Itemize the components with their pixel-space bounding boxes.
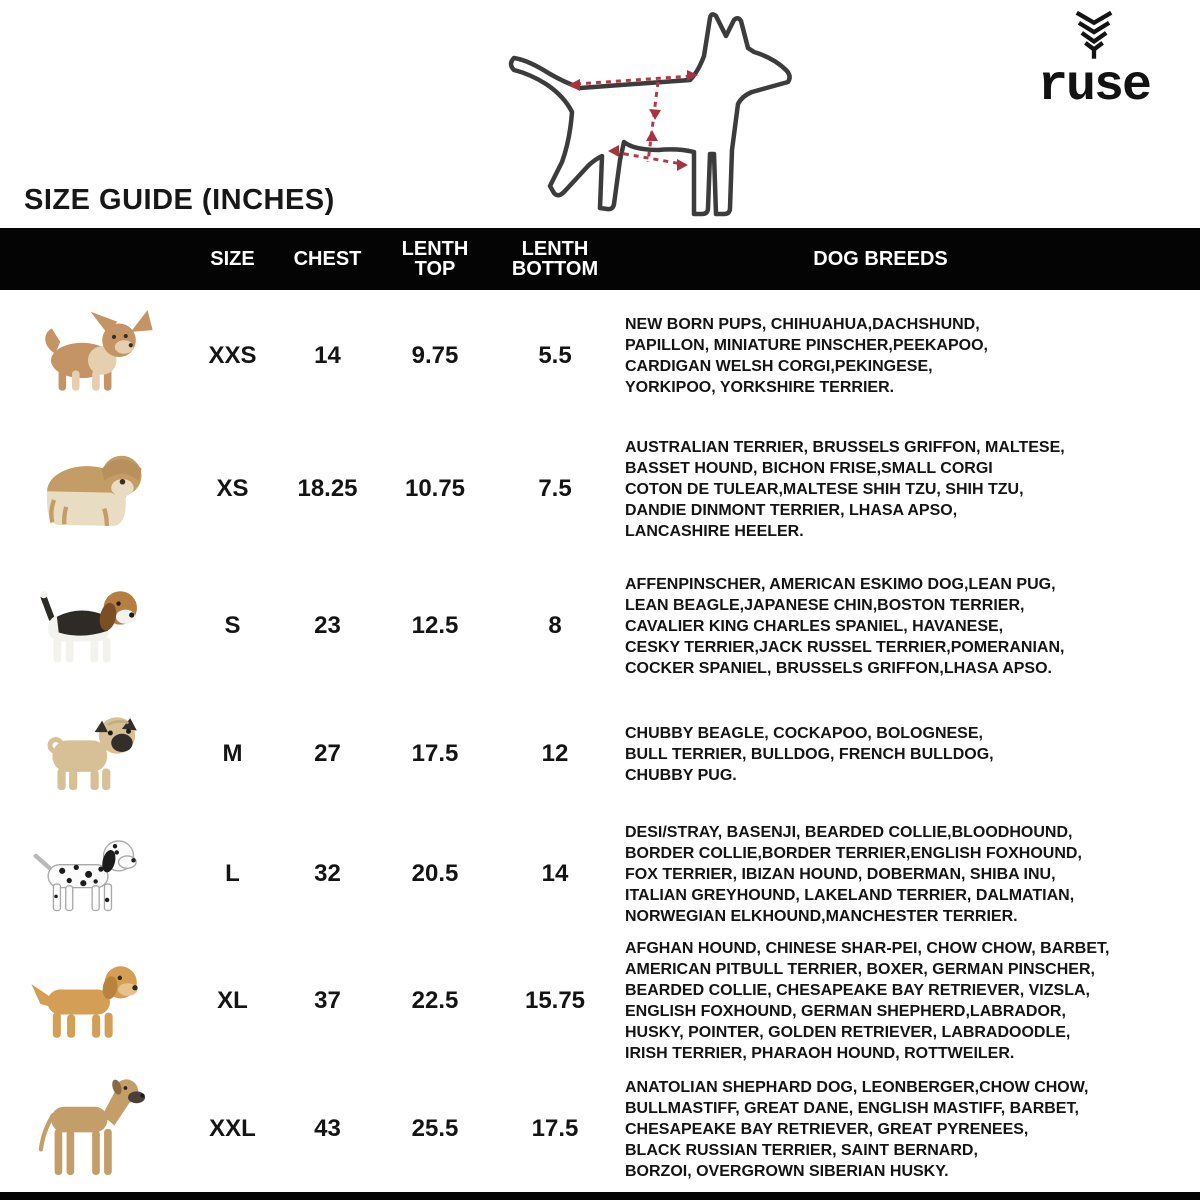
chest-value: 37	[314, 987, 341, 1014]
table-row: XL 37 22.5 15.75 AFGHAN HOUND, CHINESE S…	[0, 936, 1200, 1066]
header-size: SIZE	[210, 248, 255, 270]
chest-value: 43	[314, 1115, 341, 1142]
wheat-chevron-icon	[1075, 10, 1113, 59]
great-dane-photo	[0, 1066, 185, 1192]
chest-value: 32	[314, 860, 341, 887]
size-value: XS	[216, 475, 249, 502]
length-bottom-value: 14	[541, 860, 569, 887]
arrowheads	[568, 70, 698, 171]
golden-retriever-photo	[0, 936, 185, 1066]
belly-length-arrow	[613, 150, 683, 166]
breeds-list: AUSTRALIAN TERRIER, BRUSSELS GRIFFON, MA…	[625, 438, 1065, 540]
length-top-value: 17.5	[411, 740, 459, 767]
length-top-value: 12.5	[411, 612, 459, 639]
length-top-value: 10.75	[404, 475, 466, 502]
dalmatian-icon	[33, 839, 137, 911]
great-dane-icon	[38, 1079, 145, 1176]
table-row: S 23 12.5 8 AFFENPINSCHER, AMERICAN ESKI…	[0, 556, 1200, 696]
size-guide-table: XXS 14 9.75 5.5 NEW BORN PUPS, CHIHUAHUA…	[0, 290, 1200, 1192]
length-bottom-value: 7.5	[538, 475, 572, 502]
table-row: XXL 43 25.5 17.5 ANATOLIAN SHEPHARD DOG,…	[0, 1066, 1200, 1192]
dog-measurement-diagram-icon	[508, 12, 792, 217]
length-bottom-value: 12	[541, 740, 569, 767]
breeds-list: CHUBBY BEAGLE, COCKAPOO, BOLOGNESE, BULL…	[625, 724, 994, 784]
breeds-list: AFFENPINSCHER, AMERICAN ESKIMO DOG,LEAN …	[625, 575, 1065, 677]
table-row: L 32 20.5 14 DESI/STRAY, BASENJI, BEARDE…	[0, 812, 1200, 936]
brand-logo: ruse	[1014, 6, 1174, 112]
chest-value: 23	[314, 612, 341, 639]
length-bottom-value: 5.5	[538, 342, 572, 369]
length-top-value: 20.5	[411, 860, 459, 887]
page-title: SIZE GUIDE (INCHES)	[24, 184, 335, 216]
length-bottom-value: 8	[548, 612, 562, 639]
table-row: M 27 17.5 12 CHUBBY BEAGLE, COCKAPOO, BO…	[0, 696, 1200, 812]
chest-value: 27	[314, 740, 341, 767]
table-row: XXS 14 9.75 5.5 NEW BORN PUPS, CHIHUAHUA…	[0, 290, 1200, 422]
chihuahua-icon	[44, 309, 153, 391]
breeds-list: DESI/STRAY, BASENJI, BEARDED COLLIE,BLOO…	[625, 823, 1082, 925]
beagle-photo	[0, 556, 185, 696]
size-value: XXS	[208, 342, 257, 369]
header-length-bottom: LENTH BOTTOM	[511, 238, 599, 280]
dalmatian-photo	[0, 812, 185, 936]
length-bottom-value: 15.75	[524, 987, 586, 1014]
brand-name: ruse	[1037, 58, 1152, 115]
length-top-value: 9.75	[411, 342, 459, 369]
size-value: XL	[217, 987, 248, 1014]
header-dog-breeds: DOG BREEDS	[813, 248, 948, 270]
pug-photo	[0, 696, 185, 812]
size-value: L	[225, 860, 240, 887]
breeds-list: NEW BORN PUPS, CHIHUAHUA,DACHSHUND, PAPI…	[625, 316, 988, 396]
dog-outline	[508, 12, 792, 217]
beagle-icon	[39, 590, 137, 663]
measurement-dashed-lines	[575, 74, 693, 166]
breeds-list: AFGHAN HOUND, CHINESE SHAR-PEI, CHOW CHO…	[625, 940, 1110, 1062]
table-row: XS 18.25 10.75 7.5 AUSTRALIAN TERRIER, B…	[0, 422, 1200, 556]
length-bottom-value: 17.5	[531, 1115, 579, 1142]
table-header: SIZE CHEST LENTH TOP LENTH BOTTOM DOG BR…	[0, 228, 1200, 290]
breeds-list: ANATOLIAN SHEPHARD DOG, LEONBERGER,CHOW …	[625, 1078, 1089, 1180]
pug-icon	[47, 716, 137, 790]
size-value: XXL	[209, 1115, 256, 1142]
size-value: M	[222, 740, 243, 767]
length-top-value: 25.5	[411, 1115, 459, 1142]
chihuahua-photo	[0, 290, 185, 422]
lhasa-apso-icon	[46, 456, 142, 527]
top-section: SIZE GUIDE (INCHES) ruse	[0, 0, 1200, 228]
bottom-bar	[0, 1192, 1200, 1200]
chest-value: 14	[314, 342, 341, 369]
lhasa-apso-photo	[0, 422, 185, 556]
chest-depth-arrow	[646, 81, 660, 163]
chest-value: 18.25	[297, 475, 358, 502]
header-length-top: LENTH TOP	[401, 238, 469, 280]
size-value: S	[224, 612, 241, 639]
golden-retriever-icon	[30, 966, 138, 1038]
header-chest: CHEST	[293, 248, 362, 270]
length-top-value: 22.5	[411, 987, 459, 1014]
